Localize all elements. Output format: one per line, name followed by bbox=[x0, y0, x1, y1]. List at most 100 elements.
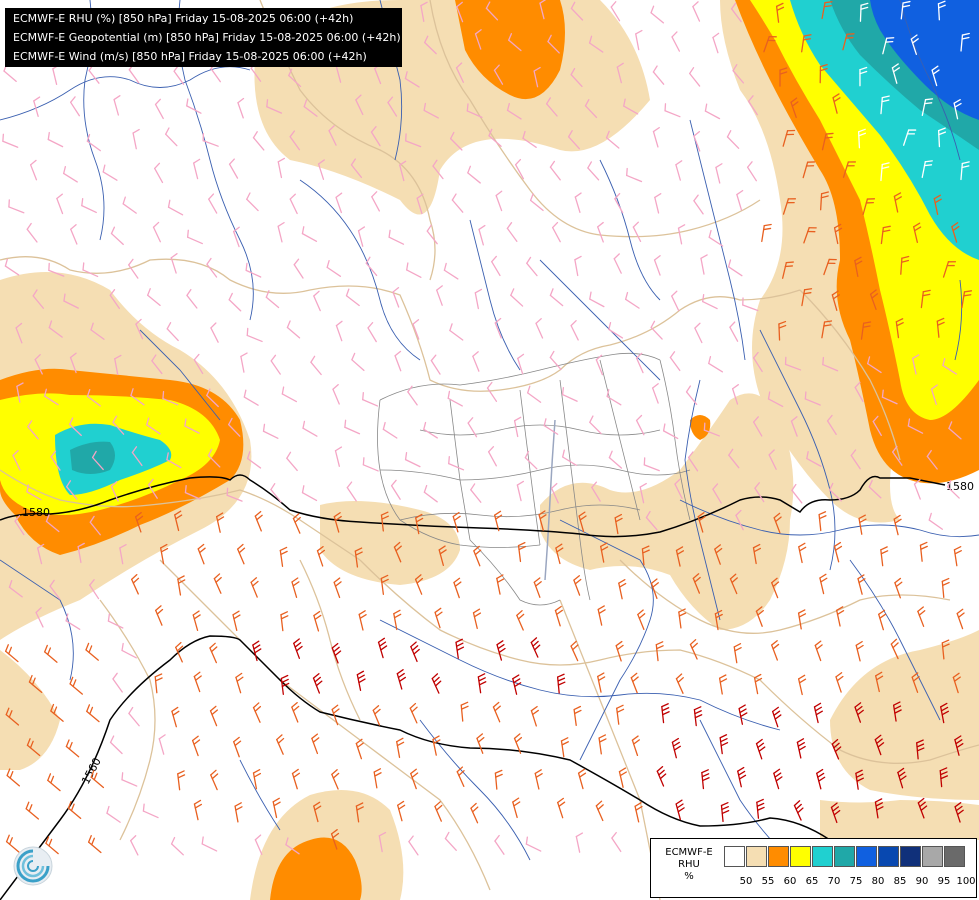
wind-barb-feather bbox=[496, 578, 505, 584]
wind-barb-shaft bbox=[390, 485, 401, 500]
wind-barb-feather bbox=[393, 541, 401, 548]
wind-barb-feather bbox=[895, 318, 904, 323]
region-borders bbox=[377, 352, 691, 606]
wind-barb-feather bbox=[539, 514, 547, 520]
wind-barb-feather bbox=[89, 579, 95, 586]
wind-barb-feather bbox=[823, 324, 832, 327]
wind-barb-feather bbox=[292, 513, 300, 520]
wind-barb-shaft bbox=[753, 677, 759, 695]
wind-barb-feather bbox=[618, 582, 627, 588]
wind-barb-feather bbox=[940, 775, 949, 780]
wind-barb-feather bbox=[898, 771, 906, 777]
wind-barb-shaft bbox=[693, 200, 704, 215]
wind-barb-feather bbox=[234, 802, 242, 807]
wind-barb-feather bbox=[396, 741, 405, 747]
wind-barb-feather bbox=[460, 701, 469, 706]
wind-barb-feather bbox=[791, 101, 799, 107]
wind-barb-feather bbox=[954, 102, 962, 108]
wind-barb-feather bbox=[894, 577, 902, 584]
wind-barb-shaft bbox=[867, 362, 882, 374]
wind-barb-shaft bbox=[652, 387, 659, 404]
wind-barb-shaft bbox=[131, 451, 143, 467]
wind-barb-shaft bbox=[233, 741, 240, 758]
wind-barb-feather bbox=[579, 515, 587, 521]
wind-barb-feather bbox=[312, 737, 320, 743]
wind-barb-feather bbox=[333, 512, 341, 518]
wind-barb-feather bbox=[81, 198, 84, 207]
wind-barb-shaft bbox=[951, 226, 958, 243]
wind-barb-shaft bbox=[193, 162, 199, 180]
wind-barb-feather bbox=[618, 578, 626, 584]
wind-barb-feather bbox=[834, 227, 843, 233]
wind-barb-feather bbox=[238, 547, 246, 554]
wind-barb-shaft bbox=[832, 97, 838, 114]
wind-barb-feather bbox=[412, 319, 420, 325]
wind-barb-feather bbox=[215, 512, 224, 518]
wind-barb-feather bbox=[470, 802, 477, 809]
wind-barb-feather bbox=[693, 706, 702, 711]
wind-barb-feather bbox=[893, 705, 902, 710]
wind-barb-shaft bbox=[516, 484, 522, 502]
wind-barb-feather bbox=[637, 609, 644, 616]
wind-barb-shaft bbox=[842, 161, 849, 178]
wind-barb-feather bbox=[90, 322, 94, 331]
wind-barb-feather bbox=[177, 774, 186, 779]
wind-barb-feather bbox=[434, 607, 442, 614]
wind-barb-shaft bbox=[616, 66, 622, 84]
wind-barb-shaft bbox=[508, 39, 522, 52]
wind-barb-feather bbox=[858, 514, 866, 520]
wind-barb-feather bbox=[892, 67, 900, 73]
wind-barb-feather bbox=[301, 485, 305, 494]
wind-barb-feather bbox=[67, 800, 72, 809]
wind-barb-shaft bbox=[69, 356, 77, 374]
wind-barb-feather bbox=[280, 615, 289, 620]
wind-barb-feather bbox=[28, 804, 33, 812]
wind-barb-shaft bbox=[913, 226, 918, 243]
wind-barb-feather bbox=[213, 573, 221, 580]
wind-barb-shaft bbox=[854, 260, 859, 278]
wind-barb-shaft bbox=[232, 230, 240, 248]
wind-barb-shaft bbox=[5, 841, 20, 853]
wind-barb-feather bbox=[166, 452, 169, 461]
legend-swatch bbox=[878, 846, 899, 867]
wind-barb-shaft bbox=[591, 486, 601, 502]
wind-barb-feather bbox=[834, 545, 843, 551]
wind-barb-shaft bbox=[355, 742, 363, 760]
wind-barb-feather bbox=[517, 541, 526, 547]
wind-barb-feather bbox=[881, 95, 890, 99]
wind-barb-feather bbox=[87, 835, 92, 843]
wind-barb-shaft bbox=[589, 298, 605, 308]
wind-barb-feather bbox=[186, 229, 189, 238]
wind-barb-feather bbox=[678, 608, 686, 613]
wind-barb-feather bbox=[850, 449, 857, 457]
wind-barb-feather bbox=[195, 675, 202, 681]
wind-barb-feather bbox=[29, 159, 37, 166]
wind-barb-shaft bbox=[26, 744, 41, 757]
wind-barb-feather bbox=[193, 739, 201, 745]
wind-barb-feather bbox=[486, 381, 493, 389]
wind-barb-feather bbox=[253, 644, 261, 650]
wind-barb-shaft bbox=[623, 105, 639, 115]
wind-barb-feather bbox=[939, 767, 948, 772]
wind-barb-feather bbox=[495, 773, 503, 778]
wind-barb-feather bbox=[193, 353, 200, 361]
wind-barb-shaft bbox=[632, 226, 642, 243]
wind-barb-shaft bbox=[371, 196, 380, 212]
wind-barb-feather bbox=[659, 773, 667, 780]
wind-barb-shaft bbox=[4, 265, 20, 276]
wind-barb-shaft bbox=[423, 109, 439, 119]
wind-barb-feather bbox=[735, 509, 742, 517]
legend-title-variable: RHU bbox=[678, 859, 700, 870]
wind-barb-shaft bbox=[496, 577, 501, 595]
wind-barb-feather bbox=[557, 677, 566, 682]
wind-barb-feather bbox=[936, 317, 945, 322]
wind-barb-feather bbox=[819, 63, 828, 68]
wind-barb-feather bbox=[793, 800, 801, 807]
wind-barb-feather bbox=[286, 451, 292, 459]
wind-barb-feather bbox=[893, 192, 902, 198]
wind-barb-shaft bbox=[797, 612, 802, 630]
wind-barb-feather bbox=[911, 38, 919, 44]
wind-barb-feather bbox=[449, 131, 455, 140]
wind-barb-feather bbox=[430, 354, 437, 362]
wind-barb-feather bbox=[833, 97, 841, 103]
